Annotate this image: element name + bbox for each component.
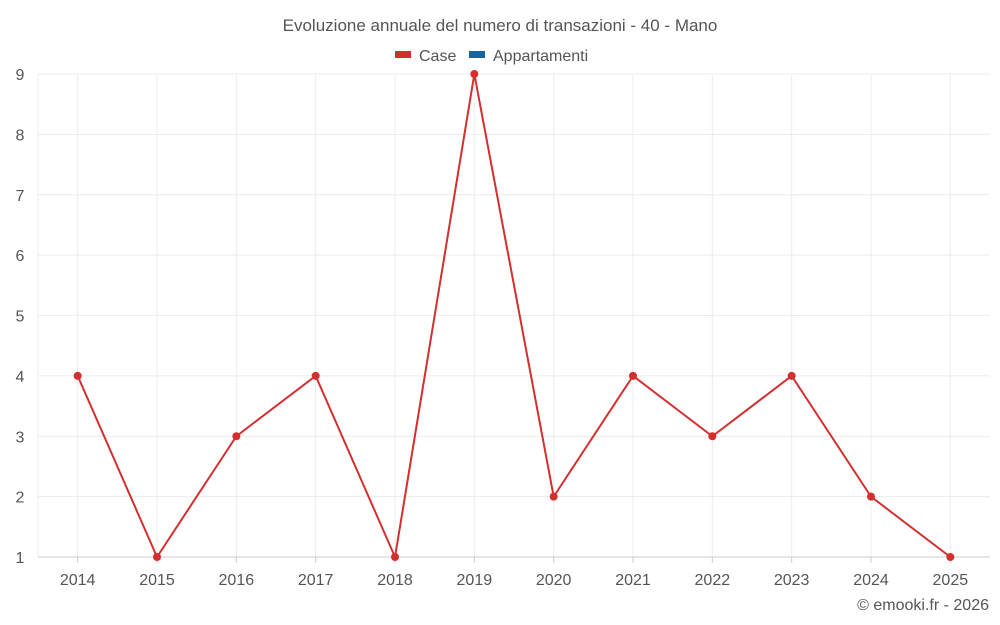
- y-tick-label: 6: [16, 248, 25, 265]
- x-tick-label: 2016: [219, 572, 255, 589]
- data-point[interactable]: [946, 553, 955, 561]
- y-tick-label: 8: [16, 127, 25, 144]
- y-tick-label: 1: [16, 550, 25, 567]
- y-tick-label: 5: [16, 309, 25, 326]
- data-point[interactable]: [629, 371, 637, 380]
- y-tick-label: 3: [16, 429, 25, 446]
- data-point[interactable]: [232, 432, 241, 441]
- data-point[interactable]: [153, 553, 161, 561]
- legend-swatch-case: [395, 51, 411, 58]
- data-point[interactable]: [549, 492, 558, 501]
- legend-item-case[interactable]: Case: [395, 48, 456, 65]
- x-tick-label: 2014: [60, 572, 96, 589]
- legend-swatch-appartamenti: [469, 51, 485, 58]
- legend: Case Appartamenti: [395, 48, 588, 65]
- data-point[interactable]: [311, 371, 320, 380]
- series-case: [73, 70, 955, 561]
- x-tick-label: 2017: [298, 572, 334, 589]
- data-point[interactable]: [708, 432, 717, 441]
- x-tick-label: 2024: [853, 572, 889, 589]
- x-tick-label: 2015: [139, 572, 175, 589]
- data-point[interactable]: [73, 371, 82, 380]
- grid: [38, 73, 990, 557]
- legend-label-case: Case: [419, 48, 456, 65]
- y-tick-label: 7: [16, 188, 25, 205]
- x-tick-label: 2019: [457, 572, 493, 589]
- data-point[interactable]: [867, 492, 875, 501]
- legend-label-appartamenti: Appartamenti: [493, 48, 588, 65]
- x-tick-label: 2021: [615, 572, 651, 589]
- legend-item-appartamenti[interactable]: Appartamenti: [469, 48, 588, 65]
- x-tick-label: 2022: [695, 572, 731, 589]
- y-tick-label: 9: [16, 67, 25, 84]
- data-point[interactable]: [470, 70, 479, 78]
- data-point[interactable]: [391, 553, 399, 561]
- x-tick-label: 2025: [933, 572, 969, 589]
- credit-text: © emooki.fr - 2026: [857, 597, 989, 614]
- y-tick-label: 4: [16, 369, 25, 386]
- series-line-case: [76, 73, 951, 558]
- x-tick-label: 2023: [774, 572, 810, 589]
- x-tick-label: 2018: [377, 572, 413, 589]
- y-tick-label: 2: [16, 490, 25, 507]
- chart-title: Evoluzione annuale del numero di transaz…: [283, 16, 718, 35]
- data-point[interactable]: [787, 371, 796, 380]
- axes: 1 2 3 4 5 6 7 8 9 2014 2015 2016 2017 2018 2019 2020 202…: [16, 67, 990, 589]
- x-tick-label: 2020: [536, 572, 572, 589]
